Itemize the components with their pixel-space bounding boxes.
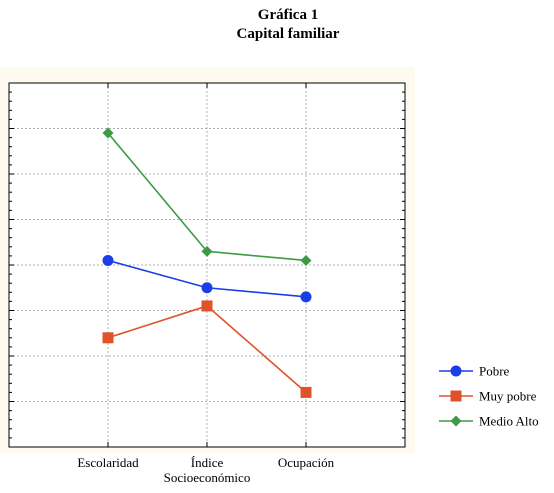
legend-marker: [450, 365, 462, 377]
data-point: [201, 245, 213, 257]
data-point: [300, 291, 312, 303]
chart-title-block: Gráfica 1 Capital familiar: [0, 6, 554, 44]
x-tick-label: Escolaridad: [77, 455, 139, 470]
legend-label: Pobre: [479, 364, 510, 379]
data-point: [300, 386, 312, 398]
legend-label: Muy pobre: [479, 389, 537, 404]
legend-marker: [450, 390, 462, 402]
legend: Pobre Muy pobre Medio Alto: [439, 364, 539, 429]
data-point: [102, 332, 114, 344]
axis-ticks: [9, 82, 405, 448]
series-group: [102, 127, 312, 398]
data-point: [102, 254, 114, 266]
x-tick-label: Ocupación: [278, 455, 335, 470]
x-tick-label: Socioeconómico: [164, 470, 251, 485]
data-point: [201, 300, 213, 312]
data-point: [300, 254, 312, 266]
legend-label: Medio Alto: [479, 414, 539, 429]
chart-title: Gráfica 1: [257, 7, 319, 23]
data-point: [102, 127, 114, 139]
data-point: [201, 282, 213, 294]
chart-subtitle: Capital familiar: [236, 26, 340, 42]
legend-marker: [450, 415, 462, 427]
x-tick-label: Índice: [191, 455, 224, 470]
